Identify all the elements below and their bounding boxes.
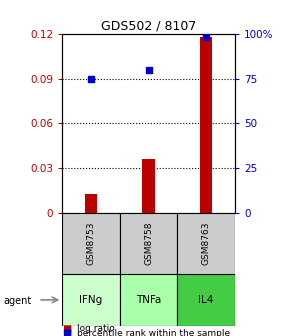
Title: GDS502 / 8107: GDS502 / 8107: [101, 19, 196, 33]
Bar: [62, 213, 120, 274]
Bar: [120, 274, 177, 326]
Text: IL4: IL4: [198, 295, 214, 305]
Text: log ratio: log ratio: [77, 324, 115, 333]
Bar: [177, 274, 235, 326]
Text: GSM8753: GSM8753: [87, 222, 96, 265]
Bar: [200, 37, 213, 213]
Text: GSM8763: GSM8763: [202, 222, 211, 265]
Text: agent: agent: [3, 296, 31, 306]
Bar: [62, 274, 120, 326]
Text: ■: ■: [62, 324, 72, 334]
Text: ■: ■: [62, 328, 72, 336]
Bar: [120, 213, 177, 274]
Text: GSM8758: GSM8758: [144, 222, 153, 265]
Bar: [85, 194, 97, 213]
Text: TNFa: TNFa: [136, 295, 161, 305]
Bar: [177, 213, 235, 274]
Text: percentile rank within the sample: percentile rank within the sample: [77, 329, 230, 336]
Text: IFNg: IFNg: [79, 295, 103, 305]
Bar: [142, 160, 155, 213]
